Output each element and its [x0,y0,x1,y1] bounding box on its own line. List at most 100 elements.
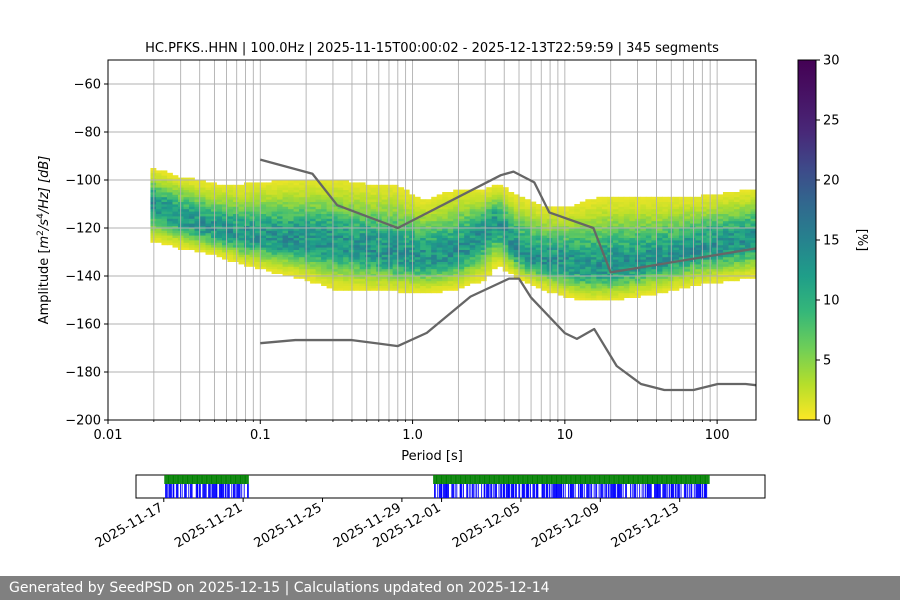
psd-cell [282,189,289,193]
psd-cell [502,232,509,236]
psd-cell [447,254,454,258]
psd-cell [502,189,509,193]
psd-cell [744,249,751,253]
psd-cell [233,201,239,205]
psd-cell [414,244,421,248]
psd-cell [392,184,399,188]
psd-cell [568,276,575,279]
psd-cell [392,223,399,226]
psd-cell [211,218,217,222]
psd-cell [502,256,509,260]
psd-cell [365,244,372,248]
psd-cell [469,273,476,277]
psd-cell [535,206,542,210]
psd-cell [541,228,548,231]
psd-cell [321,273,328,277]
psd-cell [579,266,586,270]
psd-cell [403,232,410,236]
psd-cell [656,259,663,262]
psd-cell [733,211,740,214]
psd-cell [442,244,449,248]
psd-cell [601,259,608,262]
psd-cell [733,259,740,262]
psd-cell [519,204,526,207]
psd-cell [458,256,465,260]
psd-cell [315,266,322,270]
psd-cell [552,285,559,289]
psd-cell [689,242,696,246]
psd-cell [469,271,476,274]
psd-cell [497,244,504,248]
psd-cell [420,206,427,210]
psd-cell [689,261,696,265]
psd-cell [733,276,740,279]
psd-cell [552,288,559,291]
psd-cell [739,232,746,236]
psd-cell [205,223,212,226]
psd-cell [266,211,272,214]
psd-cell [233,259,239,262]
psd-cell [502,261,509,265]
psd-cell [453,288,460,291]
psd-cell [711,268,718,272]
psd-cell [700,240,707,243]
psd-cell [398,211,405,214]
psd-cell [684,211,691,214]
psd-cell [684,228,691,231]
psd-cell [442,264,449,267]
psd-cell [480,237,487,241]
psd-cell [365,199,372,202]
psd-cell [475,278,482,282]
psd-cell [623,242,630,246]
psd-cell [541,273,548,277]
psd-cell [227,230,234,234]
psd-cell [458,264,465,267]
psd-cell [282,208,289,212]
psd-cell [700,213,707,217]
psd-cell [266,266,272,270]
psd-cell [414,283,421,286]
psd-cell [447,235,454,238]
psd-cell [249,225,256,229]
psd-cell [541,288,548,291]
psd-cell [453,266,460,270]
psd-cell [315,204,322,207]
psd-cell [453,249,460,253]
psd-cell [612,264,619,267]
psd-cell [227,201,234,205]
psd-cell [733,247,740,250]
noise-model-curves [259,158,756,392]
psd-cell [271,223,278,226]
psd-cell [288,206,294,210]
psd-cell [227,228,234,231]
psd-cell [458,237,465,241]
psd-cell [326,247,333,250]
psd-cell [315,184,322,188]
psd-cell [266,189,272,193]
psd-cell [420,218,427,222]
psd-cell [172,184,179,188]
psd-cell [453,189,460,193]
psd-cell [266,194,272,198]
psd-cell [414,268,421,272]
psd-cell [656,288,663,291]
psd-cell [728,235,735,238]
psd-cell [381,223,388,226]
psd-cell [227,192,234,195]
psd-cell [596,216,603,219]
psd-cell [695,264,702,267]
psd-cell [304,225,311,229]
psd-cell [199,180,206,183]
psd-cell [497,204,504,207]
psd-cell [563,218,570,222]
psd-cell [568,244,575,248]
psd-cell [563,244,570,248]
psd-cell [563,254,570,258]
psd-cell [629,211,636,214]
psd-cell [249,201,256,205]
psd-cell [161,230,168,234]
psd-cell [211,220,217,224]
psd-cell [689,228,696,231]
psd-cell [343,204,350,207]
psd-cell [678,249,685,253]
